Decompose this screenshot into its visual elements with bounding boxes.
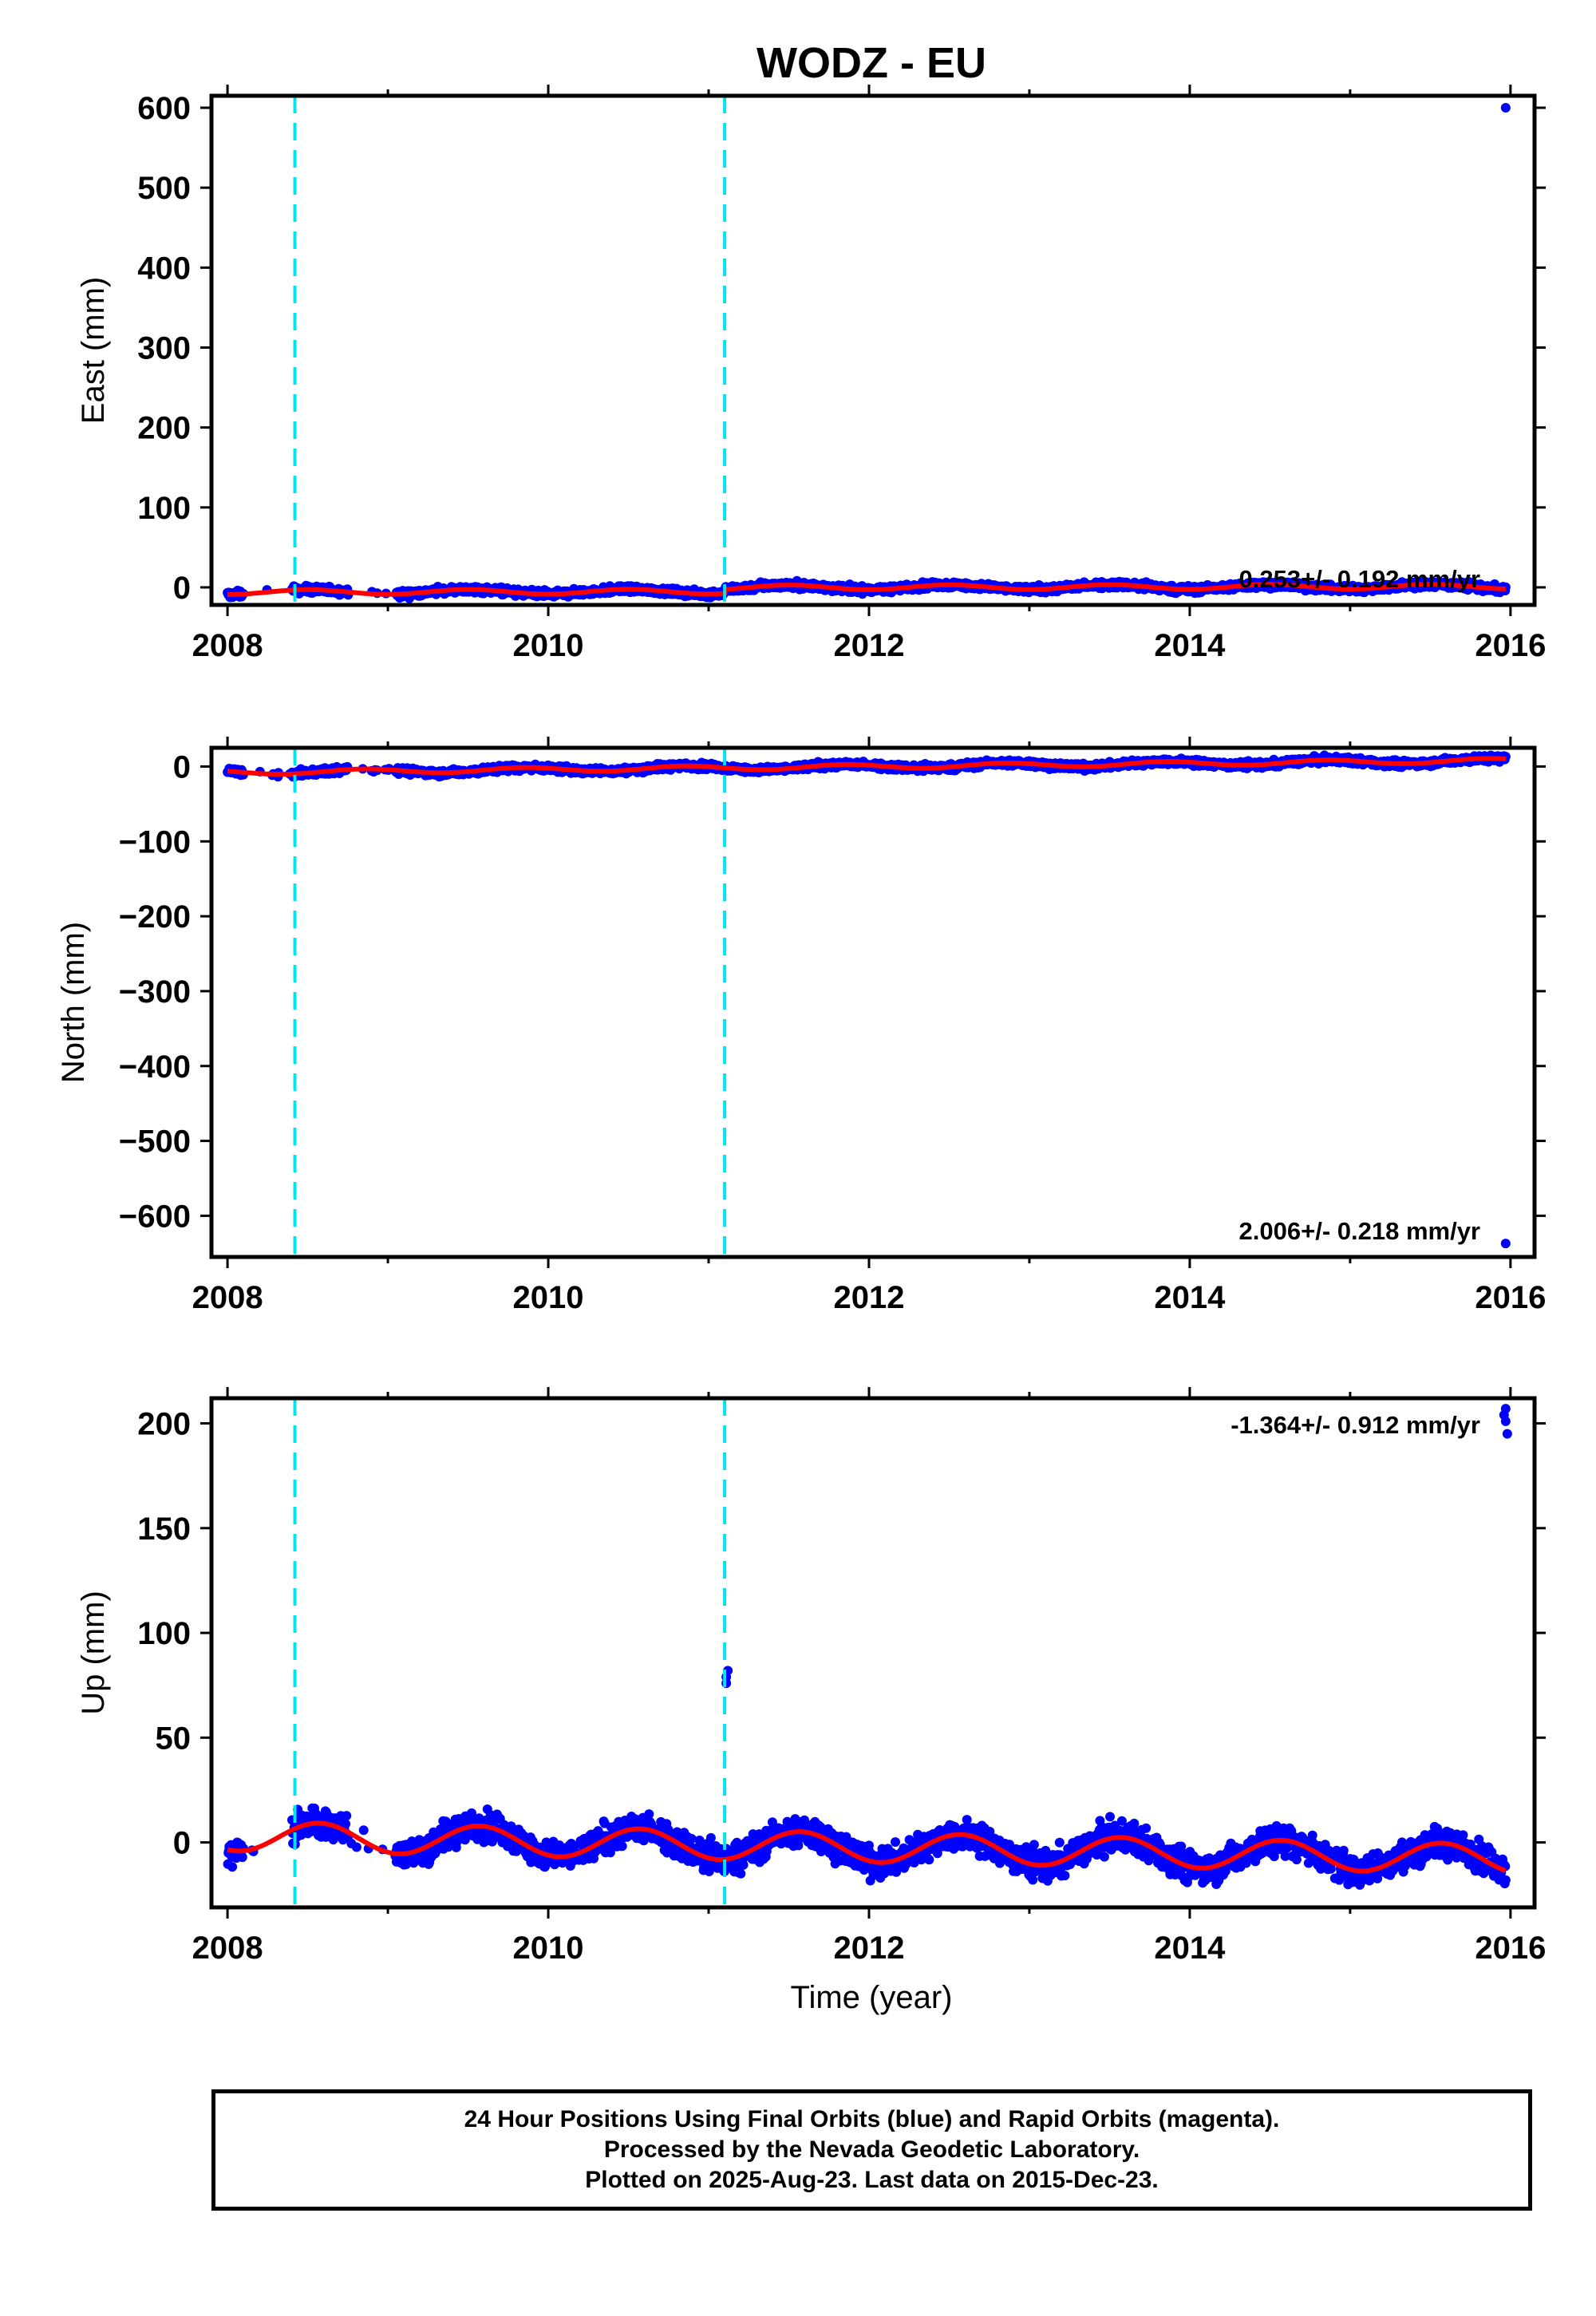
east-x-tick-label: 2014 bbox=[1154, 628, 1226, 663]
east-x-tick-label: 2016 bbox=[1475, 628, 1546, 663]
east-panel: 2008 2010 2012 2014 2016 0 100 200 300 400 500 600 E… bbox=[76, 85, 1546, 663]
east-y-tick-label: 0 bbox=[173, 571, 191, 606]
east-model-line bbox=[227, 582, 1506, 597]
east-y-tick-label: 500 bbox=[137, 171, 191, 206]
east-rate-label: 0.253+/- 0.192 mm/yr bbox=[1239, 565, 1480, 593]
east-x-tick-label: 2010 bbox=[513, 628, 584, 663]
east-y-tick-label: 200 bbox=[137, 411, 191, 446]
east-outlier-point bbox=[1500, 103, 1511, 113]
north-plot-area bbox=[223, 748, 1511, 1257]
north-frame bbox=[209, 745, 1537, 1259]
east-y-tick-label: 400 bbox=[137, 251, 191, 286]
east-x-tick-label: 2012 bbox=[833, 628, 904, 663]
east-x-tick-label: 2008 bbox=[192, 628, 263, 663]
east-frame bbox=[209, 93, 1537, 607]
east-y-axis-label: East (mm) bbox=[76, 277, 111, 424]
east-plot-area bbox=[223, 96, 1511, 605]
north-data-points bbox=[223, 750, 1511, 1249]
east-y-tick-label: 100 bbox=[137, 491, 191, 526]
north-panel: 2008 2010 2012 2014 20160−100−200−300−400−50… bbox=[56, 737, 1546, 1315]
east-y-tick-label: 600 bbox=[137, 91, 191, 126]
east-data-points bbox=[223, 103, 1511, 603]
north-outlier-point bbox=[1500, 1239, 1511, 1249]
east-y-tick-label: 300 bbox=[137, 330, 191, 366]
chart-title: WODZ - EU bbox=[757, 39, 986, 87]
